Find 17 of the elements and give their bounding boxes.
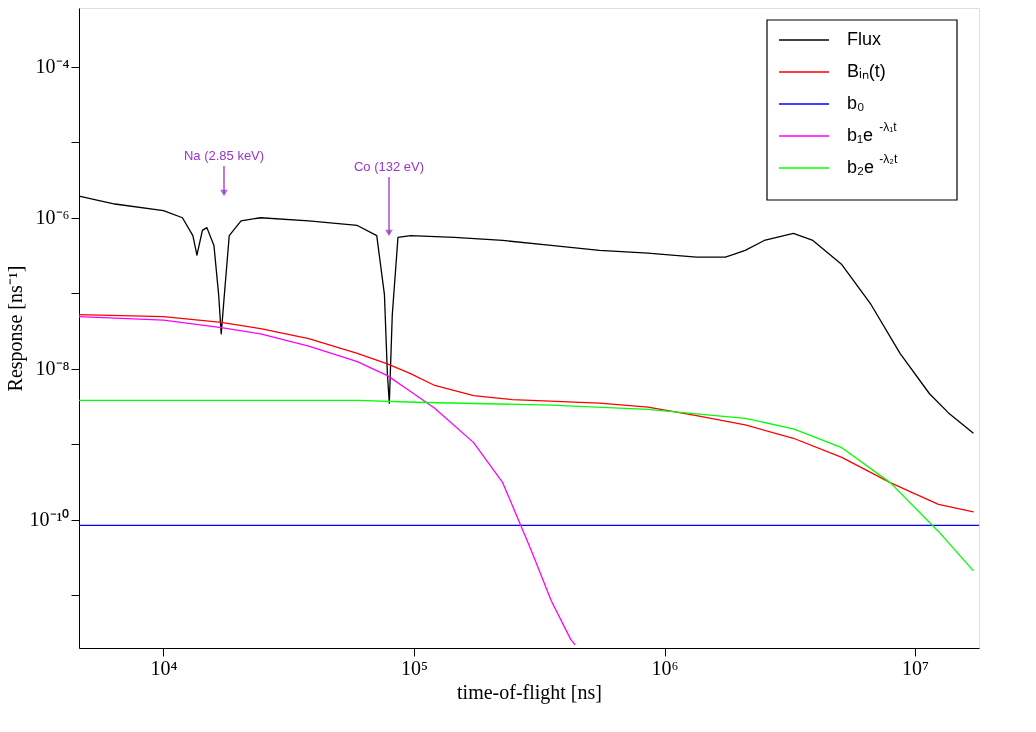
y-tick-label: 10⁻⁸ (35, 357, 70, 380)
x-tick-label: 10⁵ (401, 656, 428, 679)
y-tick-label: 10⁻⁶ (35, 206, 70, 229)
x-tick-label: 10⁴ (150, 656, 178, 679)
x-tick-label: 10⁷ (902, 656, 930, 679)
annotation: Na (2.85 keV) (183, 148, 265, 163)
x-tick-label: 10⁶ (651, 656, 679, 679)
legend-label: b₀ (847, 93, 865, 113)
y-axis-title: Response [ns⁻¹] (3, 265, 27, 392)
y-tick-label: 10⁻⁴ (35, 55, 70, 78)
legend-label: Flux (847, 29, 882, 49)
x-axis-title: time-of-flight [ns] (457, 680, 602, 704)
legend-label: Bᵢₙ(t) (847, 61, 886, 81)
annotation: Co (132 eV) (353, 159, 425, 174)
y-tick-label: 10⁻¹⁰ (29, 508, 70, 531)
legend-label: b₁e-λ₁t (847, 120, 898, 145)
legend-label: b₂e-λ₂t (847, 152, 898, 177)
